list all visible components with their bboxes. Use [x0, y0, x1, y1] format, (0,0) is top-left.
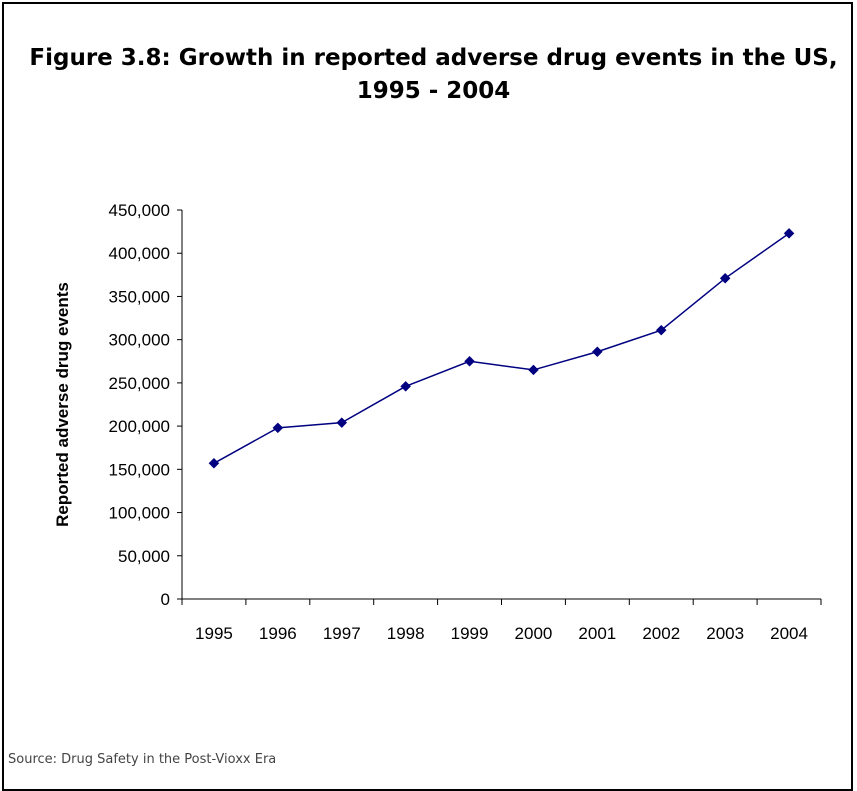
data-point-1995 [209, 458, 219, 468]
source-note: Source: Drug Safety in the Post-Vioxx Er… [8, 752, 276, 767]
x-tick-label: 2002 [642, 624, 680, 643]
y-tick-label: 450,000 [109, 201, 170, 220]
x-tick-label: 2000 [515, 624, 553, 643]
data-point-1997 [337, 418, 347, 428]
y-tick-label: 300,000 [109, 331, 170, 350]
x-tick-label: 1996 [259, 624, 297, 643]
y-axis-title: Reported adverse drug events [53, 282, 72, 527]
x-tick-label: 1997 [323, 624, 361, 643]
x-tick-label: 1998 [387, 624, 425, 643]
series-line [214, 233, 789, 463]
y-tick-label: 400,000 [109, 244, 170, 263]
x-tick-label: 1995 [195, 624, 233, 643]
data-point-2001 [592, 347, 602, 357]
x-tick-label: 1999 [451, 624, 489, 643]
y-tick-label: 350,000 [109, 287, 170, 306]
data-point-1998 [401, 381, 411, 391]
x-tick-label: 2004 [770, 624, 808, 643]
data-point-1996 [273, 423, 283, 433]
y-tick-label: 100,000 [109, 504, 170, 523]
x-tick-label: 2003 [706, 624, 744, 643]
x-tick-label: 2001 [578, 624, 616, 643]
y-tick-label: 50,000 [118, 547, 170, 566]
data-point-1999 [465, 356, 475, 366]
y-tick-label: 250,000 [109, 374, 170, 393]
y-tick-label: 0 [161, 590, 170, 609]
data-point-2004 [784, 228, 794, 238]
y-tick-label: 150,000 [109, 460, 170, 479]
data-point-2000 [528, 365, 538, 375]
y-tick-label: 200,000 [109, 417, 170, 436]
